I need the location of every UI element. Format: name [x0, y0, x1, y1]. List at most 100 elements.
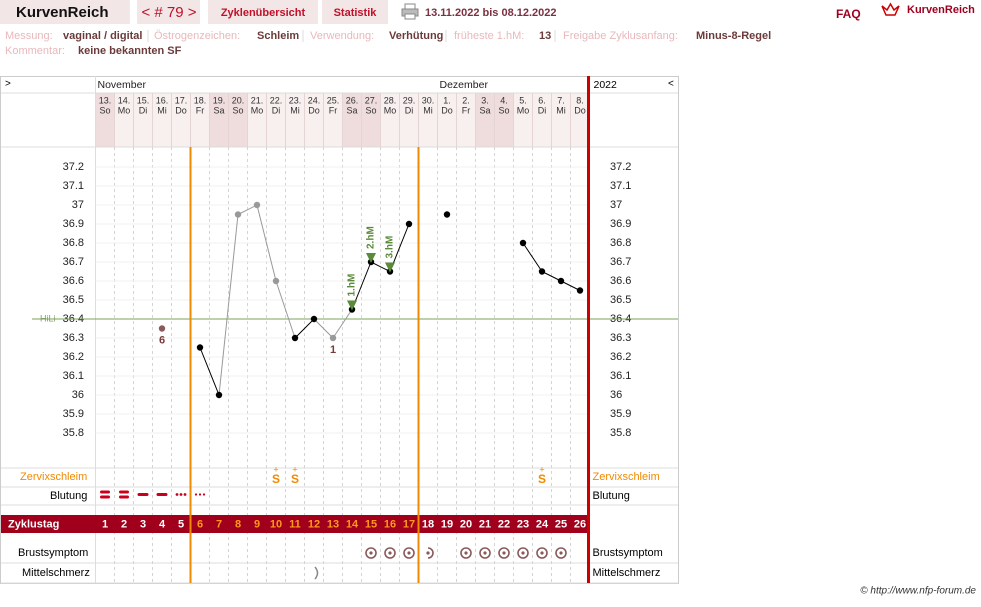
- weekday-label: Mo: [517, 105, 530, 115]
- y-tick-label-right: 36.3: [610, 332, 631, 344]
- weekday-label: Do: [441, 105, 453, 115]
- date-label: 3.: [481, 95, 489, 105]
- weekend-shade: [342, 93, 362, 147]
- cycle-day-band: [1, 515, 590, 533]
- weekend-shade: [361, 93, 381, 147]
- cycle-day: 26: [574, 518, 586, 530]
- weekday-label: Do: [175, 105, 187, 115]
- info-value: Schleim: [257, 30, 299, 42]
- symptom-dot: [521, 551, 525, 555]
- cycle-day: 21: [479, 518, 491, 530]
- tab[interactable]: [322, 0, 388, 24]
- weekday-label: Fr: [462, 105, 471, 115]
- y-tick-label-right: 35.8: [610, 427, 631, 439]
- temp-point: [538, 268, 546, 275]
- info-value: vaginal / digital: [63, 30, 142, 42]
- symptom-dot: [426, 551, 430, 555]
- temp-line: [541, 271, 562, 282]
- tab-label[interactable]: Statistik: [334, 7, 378, 19]
- pain-symbol: [314, 566, 319, 580]
- date-label: 30.: [422, 95, 435, 105]
- y-tick-label: 36.9: [63, 218, 84, 230]
- cycle-day: 24: [536, 518, 549, 530]
- info-value: Verhütung: [389, 30, 443, 42]
- cycle-day: 5: [178, 518, 184, 530]
- hm-label: 3.hM: [385, 236, 396, 259]
- month-label: Dezember: [440, 79, 489, 91]
- date-label: 17.: [175, 95, 188, 105]
- cycle-nav[interactable]: < # 79 >: [141, 4, 196, 21]
- date-label: 24.: [308, 95, 321, 105]
- date-label: 2.: [462, 95, 470, 105]
- weekday-label: Sa: [213, 105, 224, 115]
- bleeding-dot: [202, 493, 206, 496]
- row-label: Brustsymptom: [18, 547, 88, 559]
- date-label: 14.: [118, 95, 131, 105]
- breast-symptom: [536, 547, 548, 559]
- info-label: Freigabe Zyklusanfang:: [563, 30, 678, 42]
- row-label-right: Brustsymptom: [593, 547, 663, 559]
- cycle-day: 3: [140, 518, 146, 530]
- weekend-shade: [209, 93, 229, 147]
- bleeding: [156, 493, 168, 496]
- row-label: Mittelschmerz: [22, 567, 90, 579]
- year-label: 2022: [594, 79, 618, 91]
- temp-point: [443, 211, 451, 218]
- temp-point: [329, 334, 337, 342]
- temp-point: [272, 277, 280, 285]
- weekday-label: Di: [405, 105, 414, 115]
- symptom-ring: [517, 547, 529, 559]
- cycle-day: 14: [346, 518, 359, 530]
- y-tick-label: 37: [72, 199, 84, 211]
- info-label: früheste 1.hM:: [454, 30, 524, 42]
- row-label: Blutung: [50, 490, 87, 502]
- date-label: 29.: [403, 95, 416, 105]
- y-tick-label: 36.7: [63, 256, 84, 268]
- weekday-label: Fr: [329, 105, 338, 115]
- weekday-label: Sa: [479, 105, 490, 115]
- y-tick-label-right: 36.5: [610, 294, 631, 306]
- symptom-dot: [483, 551, 487, 555]
- date-label: 18.: [194, 95, 207, 105]
- bleeding-dot: [179, 493, 183, 496]
- y-tick-label-right: 36.7: [610, 256, 631, 268]
- print-icon[interactable]: [401, 3, 419, 20]
- nav-right[interactable]: <: [668, 79, 674, 90]
- symptom-ring: [403, 547, 415, 559]
- temp-line: [275, 280, 296, 339]
- temp-line: [313, 318, 334, 339]
- date-label: 19.: [213, 95, 226, 105]
- temp-point: [557, 277, 565, 285]
- tab-label[interactable]: Zyklenübersicht: [221, 7, 306, 19]
- y-tick-label: 36: [72, 389, 84, 401]
- brand-icon: [881, 2, 900, 16]
- cycle-day: 11: [289, 518, 301, 530]
- temp-point: [291, 334, 299, 342]
- weekday-label: So: [99, 105, 110, 115]
- date-label: 16.: [156, 95, 169, 105]
- temp-line: [560, 280, 581, 291]
- weekend-shade: [95, 93, 115, 147]
- info-value: keine bekannten SF: [78, 45, 182, 57]
- date-label: 1.: [443, 95, 451, 105]
- date-label: 4.: [500, 95, 508, 105]
- temp-line: [199, 347, 220, 396]
- breast-symptom: [384, 547, 396, 559]
- hm-marker: [385, 262, 395, 273]
- nav-left[interactable]: >: [5, 79, 11, 90]
- date-label: 25.: [327, 95, 340, 105]
- cycle-day: 6: [197, 518, 203, 530]
- cycle-box[interactable]: [137, 0, 200, 24]
- y-tick-label: 36.1: [63, 370, 84, 382]
- faq[interactable]: FAQ: [836, 7, 861, 21]
- weekday-label: Mi: [556, 105, 566, 115]
- symptom-dot: [464, 551, 468, 555]
- bleeding-bar: [137, 493, 149, 496]
- temp-line: [218, 214, 239, 396]
- breast-symptom: [498, 547, 510, 559]
- tab[interactable]: [208, 0, 318, 24]
- y-tick-label: 35.8: [63, 427, 84, 439]
- bleeding-dot: [198, 493, 202, 496]
- symptom-ring: [460, 547, 472, 559]
- bleeding: [175, 493, 187, 496]
